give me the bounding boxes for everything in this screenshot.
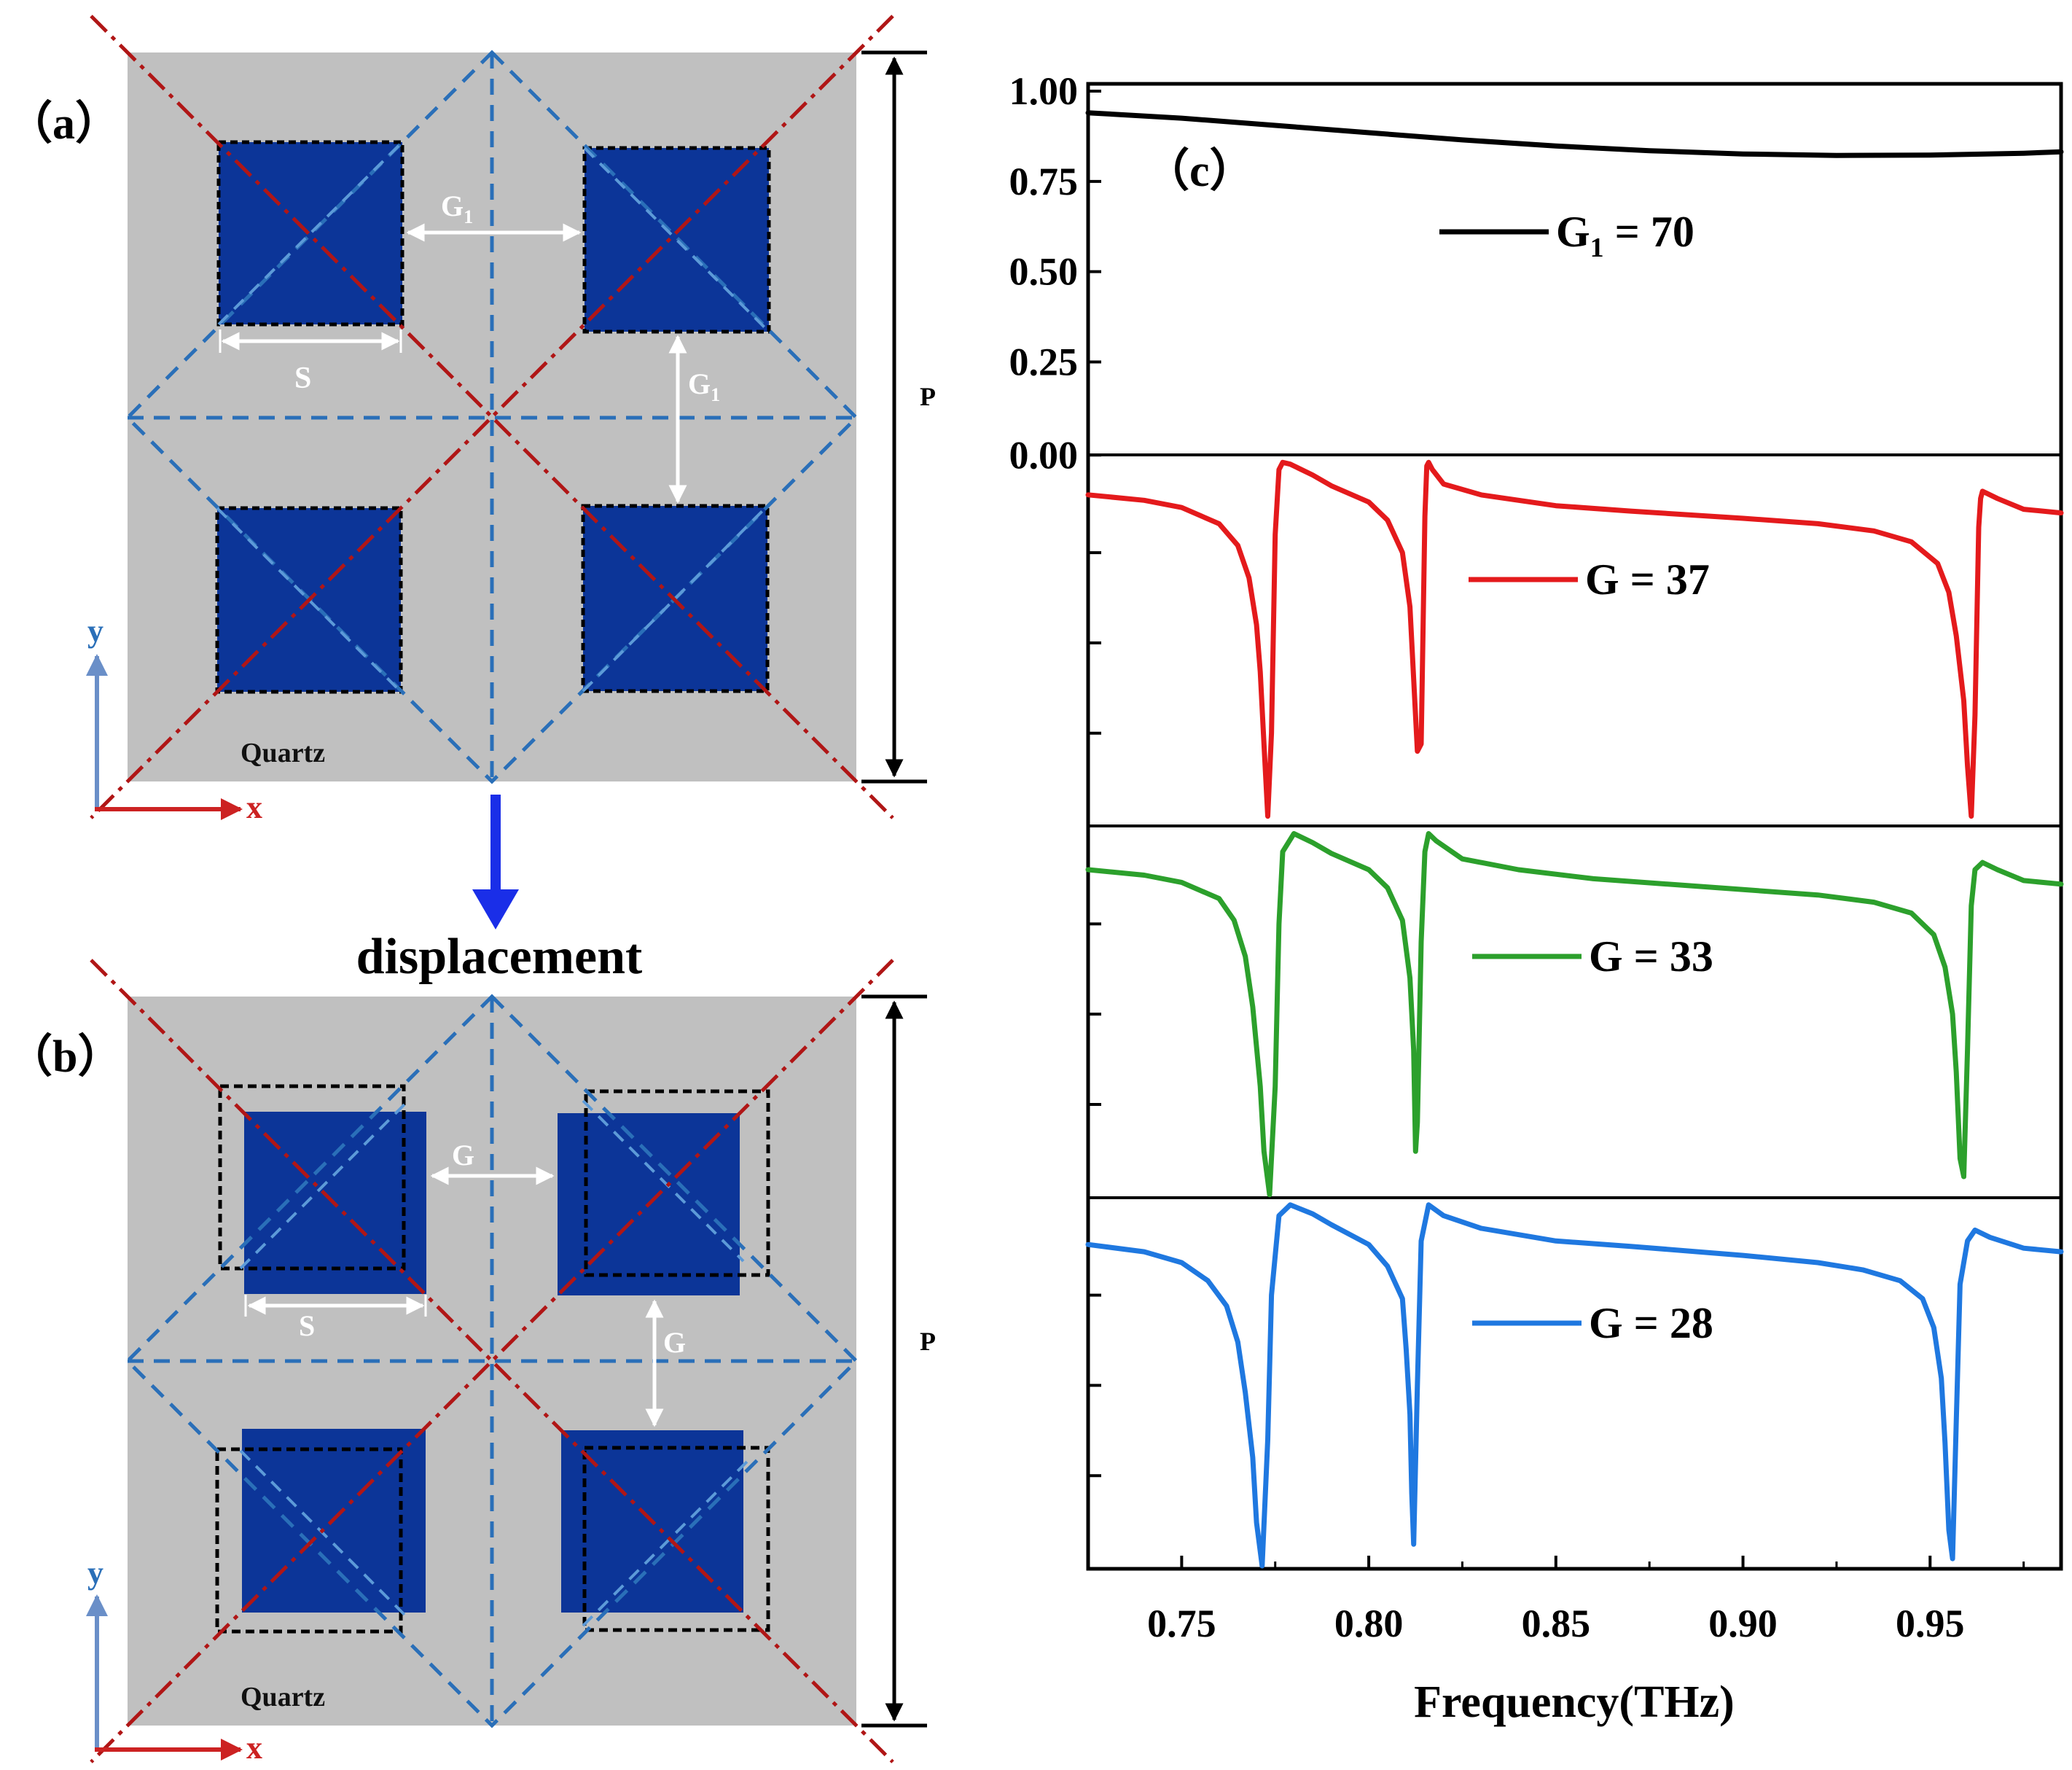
- y-tick-label: 0.50: [1009, 250, 1079, 294]
- x-tick-label: 0.90: [1708, 1602, 1778, 1645]
- y-tick-label: 0.25: [1009, 340, 1079, 383]
- period-label-b: P: [920, 1327, 936, 1356]
- panel-b: G G S Quartz P （b） y x: [7, 959, 936, 1766]
- y-tick-label: 1.00: [1009, 69, 1079, 113]
- red-dashdot-lines-b: [90, 959, 894, 1763]
- series-line-3: [1085, 831, 2064, 1198]
- displacement-arrowhead: [472, 889, 519, 929]
- gap-label-horizontal-a: G1: [441, 190, 473, 227]
- series-line-2: [1085, 459, 2064, 819]
- legend-label-2: G = 37: [1585, 555, 1710, 604]
- series-line-4: [1085, 1202, 2064, 1569]
- panel-a: G1 G1 S Quartz P （a） y x: [7, 15, 936, 825]
- chart-series: [1085, 110, 2064, 1569]
- gap-label-vertical-b: G: [663, 1326, 686, 1359]
- axis-x-label-b: x: [246, 1730, 262, 1766]
- red-dashdot-lines-a: [90, 15, 894, 819]
- blue-dash-lines-b: [125, 994, 859, 1728]
- axis-x-label-a: x: [246, 790, 262, 825]
- x-tick-label: 0.75: [1147, 1602, 1216, 1645]
- chart-panel-label: （c）: [1144, 145, 1255, 196]
- chart-panel-c: 0.75 0.80 0.85 0.90 0.95 1.00 0.75 0.50 0.25 0.00…: [1009, 69, 2064, 1727]
- y-tick-label: 0.75: [1009, 160, 1079, 203]
- series-line-1: [1085, 110, 2064, 158]
- axis-y-label-b: y: [87, 1555, 103, 1591]
- x-tick-label: 0.80: [1334, 1602, 1404, 1645]
- panel-label-a: （a）: [7, 98, 120, 149]
- chart-legends: G1 = 70 G = 37 G = 33 G = 28: [1439, 208, 1713, 1347]
- gap-label-horizontal-b: G: [452, 1139, 474, 1171]
- axis-y-label-a: y: [87, 613, 103, 649]
- legend-label-3: G = 33: [1589, 932, 1713, 980]
- x-tick-label: 0.95: [1896, 1602, 1965, 1645]
- x-tick-label: 0.85: [1522, 1602, 1591, 1645]
- gap-label-vertical-a: G1: [688, 367, 720, 405]
- outline-dashes-a: [215, 140, 771, 694]
- substrate-label-a: Quartz: [241, 738, 325, 768]
- chart-xlabel: Frequency(THz): [1414, 1677, 1735, 1727]
- side-label-b: S: [299, 1309, 315, 1342]
- panel-label-b: （b）: [7, 1031, 122, 1082]
- period-label-a: P: [920, 382, 936, 411]
- original-outlines-b: [215, 1084, 770, 1634]
- side-label-a: S: [294, 362, 311, 395]
- substrate-label-b: Quartz: [241, 1682, 325, 1712]
- chart-ticks: 0.75 0.80 0.85 0.90 0.95 1.00 0.75 0.50 0.25 0.00: [1009, 69, 2025, 1645]
- y-tick-label: 0.00: [1009, 433, 1079, 477]
- legend-label-4: G = 28: [1589, 1299, 1713, 1347]
- legend-label-1: G1 = 70: [1556, 208, 1694, 263]
- displacement-caption: displacement: [356, 929, 643, 985]
- blue-dash-lines-a: [125, 50, 859, 784]
